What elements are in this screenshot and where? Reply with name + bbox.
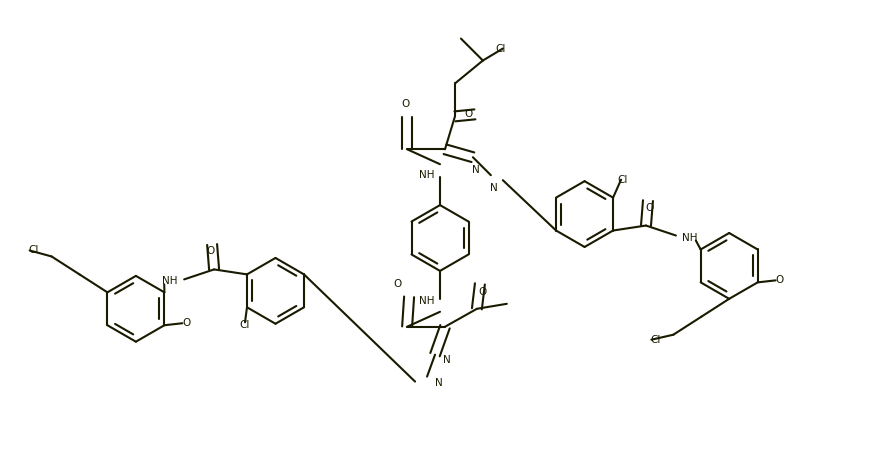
Text: N: N [489, 183, 497, 193]
Text: Cl: Cl [495, 44, 505, 54]
Text: N: N [471, 165, 479, 175]
Text: Cl: Cl [239, 320, 250, 330]
Text: NH: NH [419, 170, 434, 180]
Text: O: O [774, 276, 783, 286]
Text: NH: NH [419, 296, 434, 306]
Text: O: O [478, 287, 486, 297]
Text: O: O [392, 279, 400, 289]
Text: Cl: Cl [649, 335, 660, 345]
Text: O: O [464, 109, 472, 119]
Text: N: N [443, 355, 450, 365]
Text: NH: NH [162, 277, 178, 287]
Text: O: O [400, 99, 408, 109]
Text: N: N [435, 377, 442, 387]
Text: NH: NH [681, 232, 696, 242]
Text: Cl: Cl [28, 246, 39, 256]
Text: O: O [645, 203, 653, 213]
Text: Cl: Cl [618, 175, 627, 185]
Text: O: O [206, 247, 214, 257]
Text: O: O [182, 318, 190, 328]
